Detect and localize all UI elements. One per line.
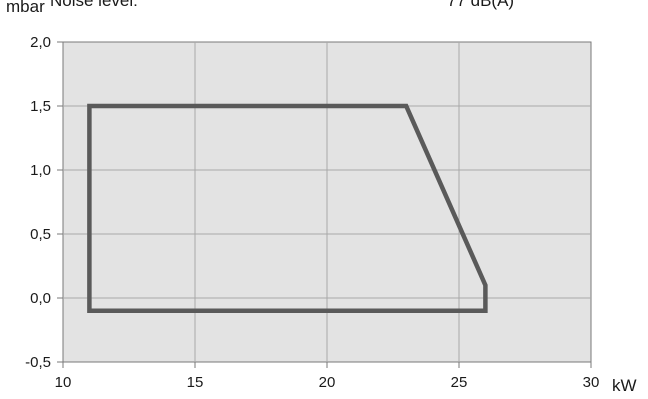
x-tick-label: 20	[319, 374, 336, 391]
y-axis-unit-label: mbar	[6, 0, 45, 16]
y-tick-label: 2,0	[30, 34, 51, 51]
x-tick-label: 15	[187, 374, 204, 391]
x-tick-label: 30	[583, 374, 600, 391]
y-tick-label: -0,5	[25, 354, 51, 371]
y-tick-label: 1,0	[30, 162, 51, 179]
y-tick-label: 0,5	[30, 226, 51, 243]
y-tick-labels: -0,5 0,0 0,5 1,0 1,5 2,0	[25, 34, 51, 371]
y-tick-label: 1,5	[30, 98, 51, 115]
working-range-outline	[89, 106, 485, 311]
y-axis-ticks	[57, 42, 63, 362]
x-axis-unit-label: kW	[612, 376, 637, 395]
x-tick-label: 25	[451, 374, 468, 391]
y-tick-label: 0,0	[30, 290, 51, 307]
x-tick-label: 10	[55, 374, 72, 391]
series-layer	[89, 106, 485, 311]
noise-level-value: 77 dB(A)	[447, 0, 514, 10]
noise-level-label: Noise level:	[50, 0, 138, 10]
x-axis-ticks	[63, 362, 591, 368]
x-tick-labels: 10 15 20 25 30	[55, 374, 600, 391]
